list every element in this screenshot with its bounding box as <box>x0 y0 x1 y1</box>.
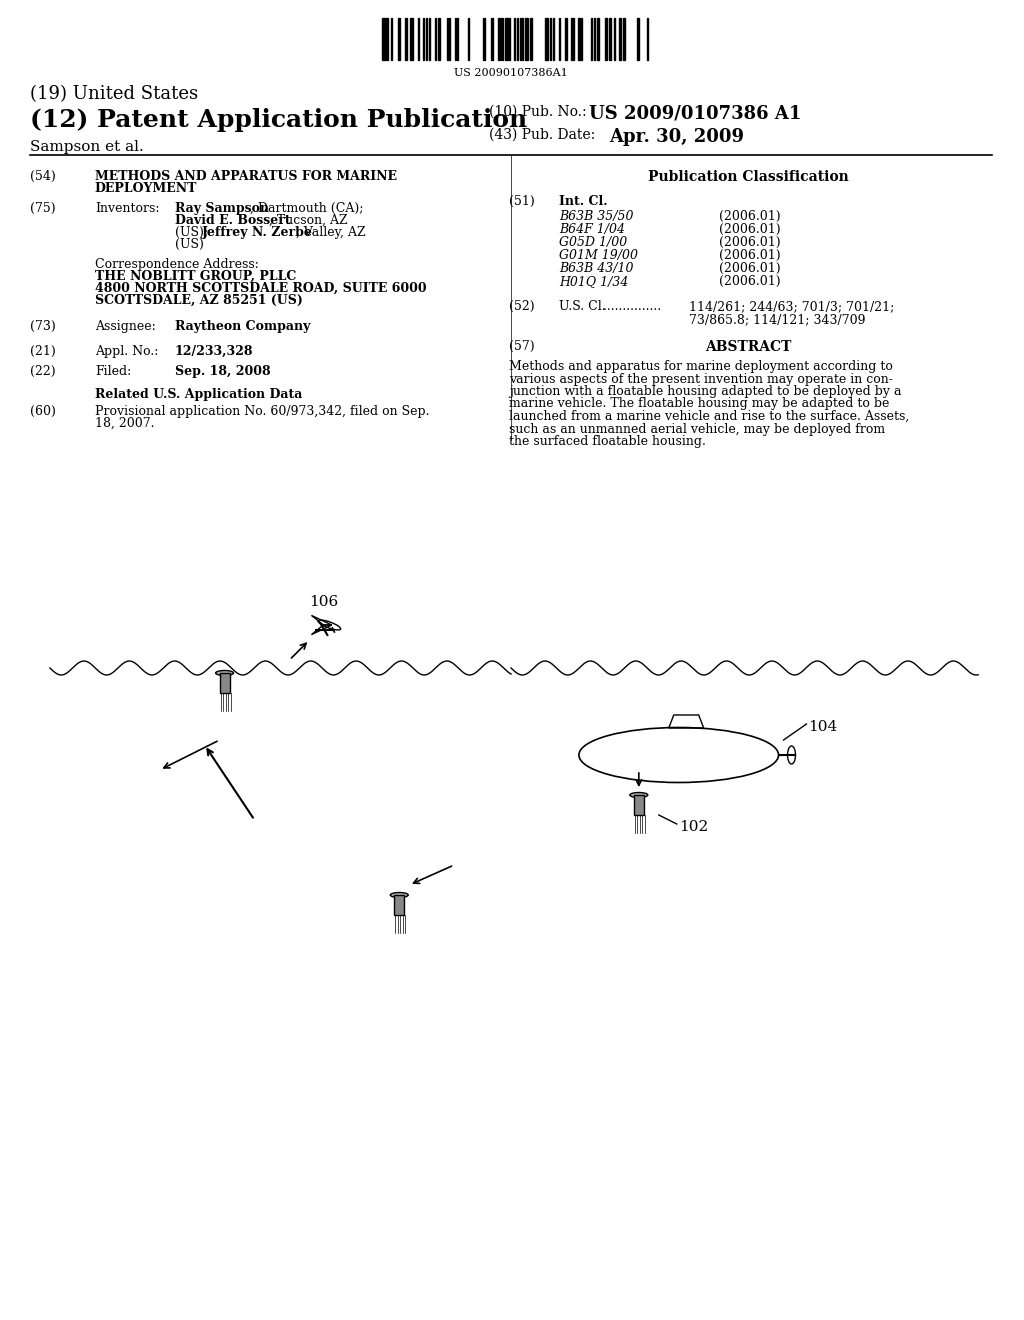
Bar <box>525 18 528 59</box>
Text: (22): (22) <box>30 366 55 378</box>
Bar <box>634 795 644 814</box>
Text: Publication Classification: Publication Classification <box>648 170 849 183</box>
Text: Apr. 30, 2009: Apr. 30, 2009 <box>609 128 743 147</box>
Text: G01M 19/00: G01M 19/00 <box>559 249 638 261</box>
Text: , Tucson, AZ: , Tucson, AZ <box>269 214 348 227</box>
Bar <box>382 18 385 59</box>
Text: Sampson et al.: Sampson et al. <box>30 140 143 154</box>
Text: (2006.01): (2006.01) <box>719 210 780 223</box>
Text: David E. Bossert: David E. Bossert <box>175 214 290 227</box>
Text: (54): (54) <box>30 170 55 183</box>
Text: (12) Patent Application Publication: (12) Patent Application Publication <box>30 108 527 132</box>
Text: various aspects of the present invention may operate in con-: various aspects of the present invention… <box>509 372 893 385</box>
Text: (21): (21) <box>30 345 55 358</box>
Text: (2006.01): (2006.01) <box>719 236 780 249</box>
Bar <box>565 18 567 59</box>
Bar <box>545 18 548 59</box>
Text: 104: 104 <box>809 719 838 734</box>
Text: 18, 2007.: 18, 2007. <box>95 417 155 430</box>
Text: launched from a marine vehicle and rise to the surface. Assets,: launched from a marine vehicle and rise … <box>509 411 909 422</box>
Text: H01Q 1/34: H01Q 1/34 <box>559 275 629 288</box>
Bar <box>578 18 580 59</box>
Bar <box>637 18 639 59</box>
Text: 73/865.8; 114/121; 343/709: 73/865.8; 114/121; 343/709 <box>689 313 865 326</box>
Text: Appl. No.:: Appl. No.: <box>95 345 158 358</box>
Text: (51): (51) <box>509 195 535 209</box>
Bar <box>530 18 532 59</box>
Text: (60): (60) <box>30 405 56 418</box>
Text: junction with a floatable housing adapted to be deployed by a: junction with a floatable housing adapte… <box>509 385 901 399</box>
Bar <box>406 18 408 59</box>
Text: Inventors:: Inventors: <box>95 202 160 215</box>
Text: B63B 35/50: B63B 35/50 <box>559 210 634 223</box>
Text: , Dartmouth (CA);: , Dartmouth (CA); <box>250 202 364 215</box>
Bar <box>398 18 400 59</box>
Bar <box>411 18 414 59</box>
Ellipse shape <box>216 671 233 676</box>
Bar <box>623 18 625 59</box>
Bar <box>597 18 599 59</box>
Text: US 20090107386A1: US 20090107386A1 <box>455 69 568 78</box>
Text: ...............: ............... <box>599 300 662 313</box>
Text: METHODS AND APPARATUS FOR MARINE: METHODS AND APPARATUS FOR MARINE <box>95 170 397 183</box>
Text: such as an unmanned aerial vehicle, may be deployed from: such as an unmanned aerial vehicle, may … <box>509 422 885 436</box>
Text: (US): (US) <box>175 238 204 251</box>
Text: the surfaced floatable housing.: the surfaced floatable housing. <box>509 436 706 447</box>
Text: (2006.01): (2006.01) <box>719 223 780 236</box>
Text: G05D 1/00: G05D 1/00 <box>559 236 628 249</box>
Text: SCOTTSDALE, AZ 85251 (US): SCOTTSDALE, AZ 85251 (US) <box>95 294 303 308</box>
Text: B64F 1/04: B64F 1/04 <box>559 223 625 236</box>
Text: (2006.01): (2006.01) <box>719 249 780 261</box>
Bar <box>605 18 607 59</box>
Text: U.S. Cl.: U.S. Cl. <box>559 300 605 313</box>
Text: Jeffrey N. Zerbe: Jeffrey N. Zerbe <box>202 226 312 239</box>
Text: (US);: (US); <box>175 226 212 239</box>
Text: THE NOBLITT GROUP, PLLC: THE NOBLITT GROUP, PLLC <box>95 271 296 282</box>
Text: 106: 106 <box>309 595 339 609</box>
Text: Correspondence Address:: Correspondence Address: <box>95 257 259 271</box>
Ellipse shape <box>390 892 409 898</box>
Bar <box>618 18 621 59</box>
Text: Ray Sampson: Ray Sampson <box>175 202 268 215</box>
Text: (73): (73) <box>30 319 55 333</box>
Text: (2006.01): (2006.01) <box>719 261 780 275</box>
Bar <box>505 18 508 59</box>
Text: 4800 NORTH SCOTTSDALE ROAD, SUITE 6000: 4800 NORTH SCOTTSDALE ROAD, SUITE 6000 <box>95 282 426 294</box>
Text: (2006.01): (2006.01) <box>719 275 780 288</box>
Text: marine vehicle. The floatable housing may be adapted to be: marine vehicle. The floatable housing ma… <box>509 397 890 411</box>
Text: Filed:: Filed: <box>95 366 131 378</box>
Text: (52): (52) <box>509 300 535 313</box>
Text: B63B 43/10: B63B 43/10 <box>559 261 634 275</box>
Bar <box>386 18 388 59</box>
Ellipse shape <box>630 792 648 797</box>
Text: DEPLOYMENT: DEPLOYMENT <box>95 182 198 195</box>
Bar <box>609 18 611 59</box>
Text: (19) United States: (19) United States <box>30 84 198 103</box>
Text: Int. Cl.: Int. Cl. <box>559 195 607 209</box>
Text: Sep. 18, 2008: Sep. 18, 2008 <box>175 366 270 378</box>
Text: ABSTRACT: ABSTRACT <box>706 341 792 354</box>
Bar <box>438 18 440 59</box>
Text: (75): (75) <box>30 202 55 215</box>
Text: (43) Pub. Date:: (43) Pub. Date: <box>489 128 595 143</box>
Text: 102: 102 <box>679 820 708 834</box>
Text: Provisional application No. 60/973,342, filed on Sep.: Provisional application No. 60/973,342, … <box>95 405 429 418</box>
Bar <box>483 18 485 59</box>
Bar <box>394 895 404 915</box>
Text: 12/233,328: 12/233,328 <box>175 345 253 358</box>
Text: (57): (57) <box>509 341 535 352</box>
Bar <box>219 673 229 693</box>
Text: Methods and apparatus for marine deployment according to: Methods and apparatus for marine deploym… <box>509 360 893 374</box>
Text: Assignee:: Assignee: <box>95 319 156 333</box>
Text: (10) Pub. No.:: (10) Pub. No.: <box>489 106 587 119</box>
Text: , Valley, AZ: , Valley, AZ <box>297 226 366 239</box>
Text: 114/261; 244/63; 701/3; 701/21;: 114/261; 244/63; 701/3; 701/21; <box>689 300 894 313</box>
Text: Related U.S. Application Data: Related U.S. Application Data <box>95 388 302 401</box>
Text: US 2009/0107386 A1: US 2009/0107386 A1 <box>589 106 802 123</box>
Bar <box>492 18 494 59</box>
Text: Raytheon Company: Raytheon Company <box>175 319 310 333</box>
